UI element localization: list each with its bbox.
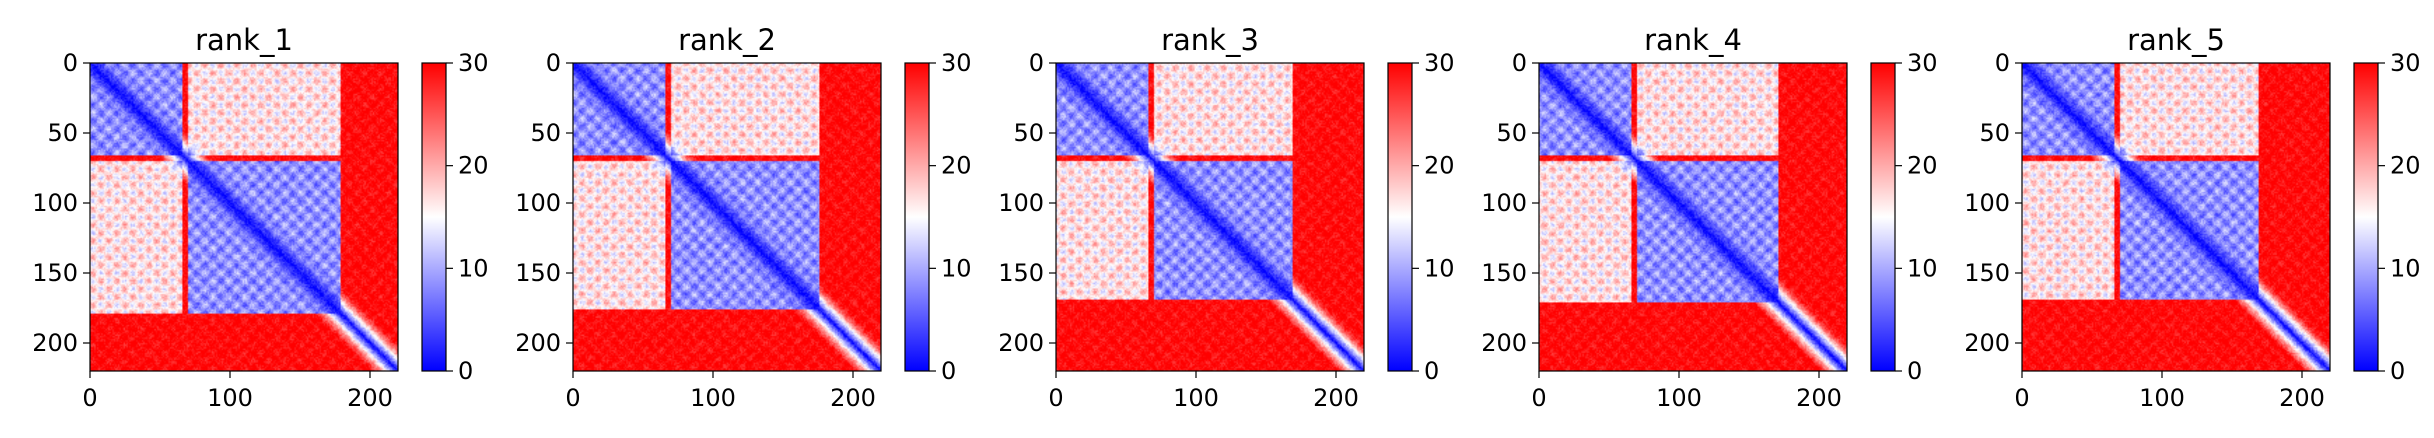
y-tick-label: 100	[1964, 189, 2010, 217]
y-tick-label: 200	[515, 329, 561, 357]
colorbar-tick-label: 0	[1907, 357, 1922, 385]
colorbar-tick-label: 0	[2390, 357, 2405, 385]
colorbar	[1387, 62, 1413, 372]
colorbar-tick-label: 30	[1907, 49, 1938, 77]
colorbar-tick-label: 0	[1424, 357, 1439, 385]
y-tick-label: 150	[1964, 259, 2010, 287]
y-tick-label: 50	[1496, 119, 1527, 147]
plot-frame	[1055, 62, 1365, 372]
colorbar-tick-label: 20	[2390, 152, 2421, 180]
colorbar-tick-label: 20	[941, 152, 972, 180]
y-tick-label: 150	[998, 259, 1044, 287]
y-tick-label: 200	[1964, 329, 2010, 357]
panel-title: rank_1	[195, 23, 293, 57]
y-tick-label: 100	[998, 189, 1044, 217]
y-tick-label: 200	[1481, 329, 1527, 357]
colorbar-tick-label: 0	[941, 357, 956, 385]
x-tick-label: 100	[207, 384, 253, 412]
heatmap-image	[90, 63, 398, 371]
colorbar-tick-label: 10	[1424, 254, 1455, 282]
panel-title: rank_3	[1161, 23, 1259, 57]
y-tick-label: 100	[1481, 189, 1527, 217]
panel-title: rank_4	[1644, 23, 1742, 57]
y-tick-label: 50	[47, 119, 78, 147]
colorbar-tick-label: 30	[458, 49, 489, 77]
panel-title: rank_2	[678, 23, 776, 57]
x-tick-label: 100	[1173, 384, 1219, 412]
y-tick-label: 50	[530, 119, 561, 147]
colorbar-tick-label: 20	[1424, 152, 1455, 180]
colorbar-tick-label: 0	[458, 357, 473, 385]
y-tick-label: 200	[998, 329, 1044, 357]
y-tick-label: 50	[1979, 119, 2010, 147]
x-tick-label: 100	[1656, 384, 1702, 412]
x-tick-label: 0	[2014, 384, 2029, 412]
plot-frame	[572, 62, 882, 372]
y-tick-label: 100	[32, 189, 78, 217]
colorbar-tick-label: 20	[458, 152, 489, 180]
y-tick-label: 0	[1995, 49, 2010, 77]
y-tick-label: 200	[32, 329, 78, 357]
y-tick-label: 0	[546, 49, 561, 77]
y-tick-label: 50	[1013, 119, 1044, 147]
y-tick-label: 0	[63, 49, 78, 77]
colorbar-tick-label: 10	[1907, 254, 1938, 282]
heatmap-image	[1539, 63, 1847, 371]
x-tick-label: 0	[565, 384, 580, 412]
x-tick-label: 200	[830, 384, 876, 412]
y-tick-label: 0	[1029, 49, 1044, 77]
x-tick-label: 200	[1313, 384, 1359, 412]
colorbar-tick-label: 30	[1424, 49, 1455, 77]
heatmap-image	[1056, 63, 1364, 371]
y-tick-label: 150	[1481, 259, 1527, 287]
x-tick-label: 0	[1048, 384, 1063, 412]
y-tick-label: 150	[32, 259, 78, 287]
x-tick-label: 0	[1531, 384, 1546, 412]
plot-frame	[89, 62, 399, 372]
plot-frame	[1538, 62, 1848, 372]
y-tick-label: 150	[515, 259, 561, 287]
colorbar	[2353, 62, 2379, 372]
heatmap-image	[2022, 63, 2330, 371]
colorbar-tick-label: 10	[458, 254, 489, 282]
y-tick-label: 0	[1512, 49, 1527, 77]
panel-title: rank_5	[2127, 23, 2225, 57]
colorbar	[1870, 62, 1896, 372]
x-tick-label: 200	[2279, 384, 2325, 412]
x-tick-label: 200	[1796, 384, 1842, 412]
plot-frame	[2021, 62, 2331, 372]
colorbar-tick-label: 10	[2390, 254, 2421, 282]
colorbar-tick-label: 10	[941, 254, 972, 282]
colorbar-tick-label: 20	[1907, 152, 1938, 180]
x-tick-label: 0	[82, 384, 97, 412]
colorbar-tick-label: 30	[941, 49, 972, 77]
x-tick-label: 200	[347, 384, 393, 412]
heatmap-image	[573, 63, 881, 371]
colorbar	[904, 62, 930, 372]
x-tick-label: 100	[2139, 384, 2185, 412]
x-tick-label: 100	[690, 384, 736, 412]
colorbar-tick-label: 30	[2390, 49, 2421, 77]
colorbar	[421, 62, 447, 372]
y-tick-label: 100	[515, 189, 561, 217]
